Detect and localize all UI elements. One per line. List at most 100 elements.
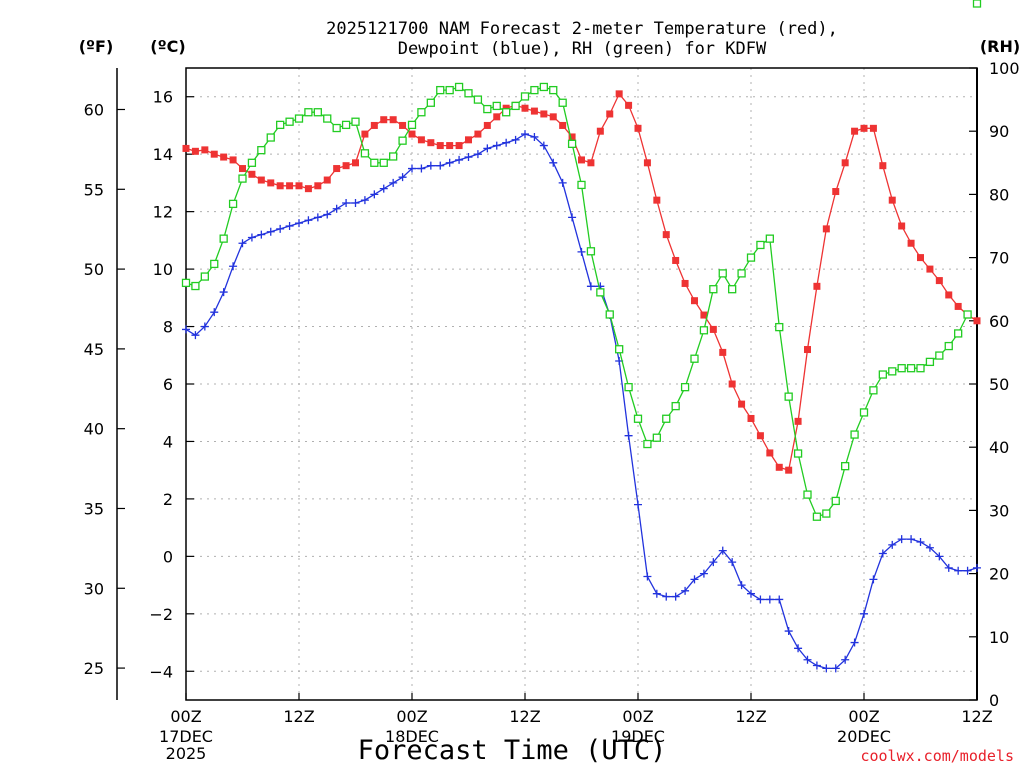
- data-point: [238, 174, 247, 183]
- celsius-tick-label: 14: [153, 145, 173, 164]
- data-point: [738, 400, 746, 408]
- data-point: [747, 589, 755, 598]
- data-point: [483, 104, 492, 114]
- data-point: [832, 188, 840, 196]
- data-point: [473, 95, 483, 104]
- data-point: [709, 558, 718, 567]
- data-point: [201, 146, 209, 154]
- data-point: [530, 85, 539, 95]
- data-point: [549, 85, 558, 95]
- data-point: [436, 161, 445, 170]
- data-point: [210, 259, 219, 269]
- data-point: [822, 509, 831, 518]
- data-point: [558, 98, 567, 107]
- data-point: [860, 609, 868, 618]
- x-tick-label: 12Z: [283, 707, 314, 726]
- data-point: [973, 317, 981, 325]
- data-point: [898, 222, 906, 230]
- rh-tick-label: 10: [989, 628, 1009, 647]
- data-point: [728, 558, 737, 567]
- data-point: [804, 346, 811, 354]
- celsius-tick-label: 8: [163, 318, 173, 337]
- data-point: [897, 364, 906, 373]
- data-point: [285, 222, 294, 230]
- data-point: [775, 595, 784, 604]
- data-point: [699, 326, 709, 335]
- data-point: [352, 159, 359, 167]
- data-point: [785, 466, 793, 474]
- data-point: [633, 414, 643, 423]
- x-date-label: 20DEC: [837, 727, 891, 746]
- data-point: [314, 182, 322, 190]
- data-point: [775, 463, 783, 471]
- data-point: [681, 586, 690, 595]
- data-point: [502, 108, 511, 117]
- data-point: [841, 462, 850, 471]
- x-date-label: 19DEC: [611, 727, 665, 746]
- data-point: [407, 120, 417, 130]
- data-point: [803, 655, 812, 664]
- x-tick-label: 12Z: [735, 707, 766, 726]
- data-point: [888, 196, 896, 204]
- data-point: [294, 114, 304, 123]
- data-point: [850, 638, 859, 647]
- x-date-label: 18DEC: [385, 727, 439, 746]
- fahrenheit-tick-label: 50: [84, 260, 104, 279]
- data-point: [427, 139, 435, 147]
- data-point: [200, 272, 209, 281]
- data-point: [219, 234, 228, 243]
- data-point: [765, 234, 774, 243]
- data-point: [182, 325, 190, 334]
- data-point: [794, 417, 802, 425]
- data-point: [624, 431, 633, 440]
- data-point: [530, 107, 538, 115]
- data-point: [361, 130, 369, 138]
- celsius-tick-label: 4: [163, 432, 173, 451]
- data-point: [342, 199, 351, 208]
- data-point: [360, 196, 369, 205]
- data-point: [916, 364, 925, 373]
- data-point: [464, 153, 473, 162]
- data-point: [737, 269, 746, 278]
- x-tick-label: 00Z: [396, 707, 427, 726]
- data-point: [229, 156, 237, 164]
- data-point: [916, 538, 925, 546]
- data-point: [342, 162, 350, 170]
- data-point: [652, 589, 661, 598]
- rh-tick-label: 90: [989, 122, 1009, 141]
- data-point: [521, 104, 529, 112]
- data-point: [652, 433, 661, 442]
- data-point: [228, 199, 238, 209]
- data-point: [718, 546, 727, 555]
- data-point: [925, 543, 934, 552]
- data-point: [709, 285, 718, 294]
- data-point: [812, 661, 821, 670]
- data-point: [380, 116, 388, 124]
- data-point: [408, 164, 416, 173]
- data-point: [634, 124, 642, 132]
- x-tick-label: 00Z: [170, 707, 201, 726]
- data-point: [341, 120, 351, 130]
- data-point: [719, 348, 727, 356]
- data-point: [210, 308, 219, 317]
- data-point: [295, 219, 303, 228]
- data-point: [483, 121, 491, 129]
- data-point: [869, 124, 877, 132]
- rh-tick-label: 40: [989, 438, 1009, 457]
- fahrenheit-tick-label: 40: [84, 420, 104, 439]
- celsius-tick-label: 0: [163, 547, 173, 566]
- data-point: [323, 176, 331, 184]
- data-point: [257, 146, 266, 155]
- chart-title-line2: Dewpoint (blue), RH (green) for KDFW: [398, 39, 767, 59]
- data-point: [351, 117, 360, 126]
- data-point: [605, 310, 614, 319]
- data-point: [360, 149, 370, 158]
- data-point: [389, 152, 398, 161]
- rh-tick-label: 70: [989, 249, 1009, 268]
- rh-tick-label: 60: [989, 312, 1009, 331]
- data-point: [784, 627, 793, 636]
- data-point: [417, 108, 426, 117]
- data-point: [370, 158, 379, 167]
- data-point: [445, 85, 454, 95]
- data-point: [568, 133, 576, 141]
